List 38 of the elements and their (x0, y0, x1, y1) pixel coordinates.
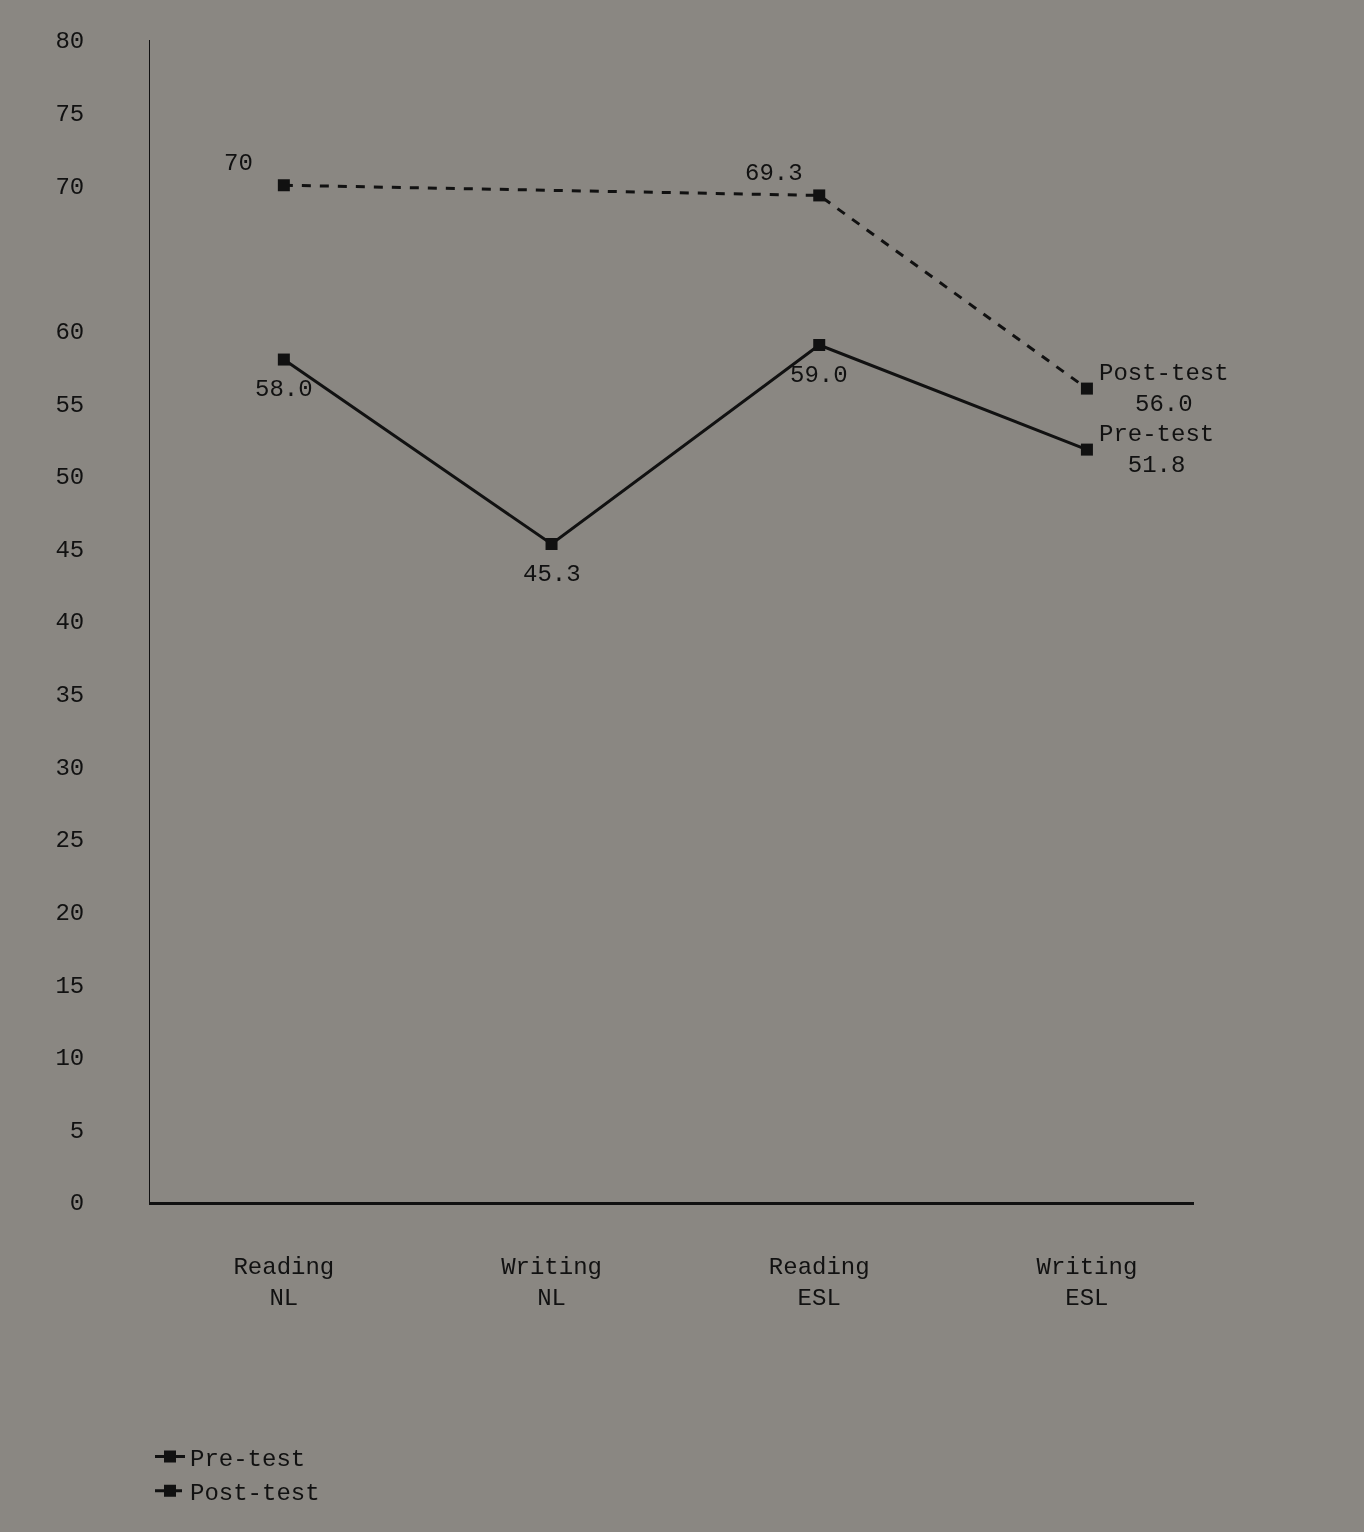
y-tick-label: 70 (55, 173, 85, 201)
data-label: 45.3 (523, 561, 581, 588)
y-tick-label: 50 (55, 464, 85, 492)
data-label: 59.0 (790, 362, 848, 389)
y-tick-label: 30 (55, 754, 85, 782)
data-label: 70 (224, 150, 253, 177)
legend-label: Post-test (190, 1480, 320, 1508)
x-tick-label: Reading NL (233, 1253, 335, 1312)
y-tick-label: 75 (55, 101, 85, 129)
y-tick-label: 10 (55, 1045, 85, 1073)
point (1080, 382, 1093, 395)
text: Post-test (1099, 360, 1229, 387)
x-tick-label: Writing ESL (1036, 1253, 1138, 1312)
x-tick-label: Reading ESL (768, 1253, 870, 1312)
y-tick-label: 80 (55, 28, 85, 56)
point (813, 189, 826, 202)
data-label: 51.8 (1127, 452, 1186, 480)
legend-label: Pre-test (190, 1445, 306, 1473)
y-tick-label: 40 (55, 609, 85, 637)
y-tick-label: 0 (69, 1190, 85, 1218)
data-label: 58.0 (255, 376, 313, 403)
y-tick-label: 25 (55, 827, 85, 855)
data-label: 69.3 (745, 160, 803, 187)
point (277, 353, 290, 366)
y-tick-label: 15 (55, 972, 85, 1000)
point (277, 179, 290, 192)
point (813, 339, 826, 352)
data-label: 56.0 (1135, 391, 1193, 419)
y-tick-label: 35 (55, 682, 85, 710)
y-tick-label: 45 (55, 536, 85, 564)
y-tick-label: 60 (55, 318, 85, 346)
point (1080, 443, 1093, 456)
point (545, 538, 558, 551)
y-tick-label: 55 (55, 391, 85, 419)
x-tick-label: Writing NL (501, 1253, 602, 1312)
y-tick-label: 20 (55, 899, 85, 927)
y-tick-label: 5 (69, 1117, 85, 1145)
text: Pre-test (1099, 421, 1215, 448)
